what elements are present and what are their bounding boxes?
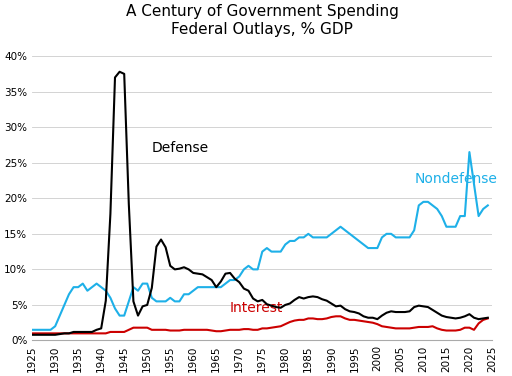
Title: A Century of Government Spending
Federal Outlays, % GDP: A Century of Government Spending Federal…	[126, 4, 399, 36]
Text: Nondefense: Nondefense	[414, 172, 497, 186]
Text: Defense: Defense	[152, 141, 209, 155]
Text: Interest: Interest	[230, 301, 284, 315]
